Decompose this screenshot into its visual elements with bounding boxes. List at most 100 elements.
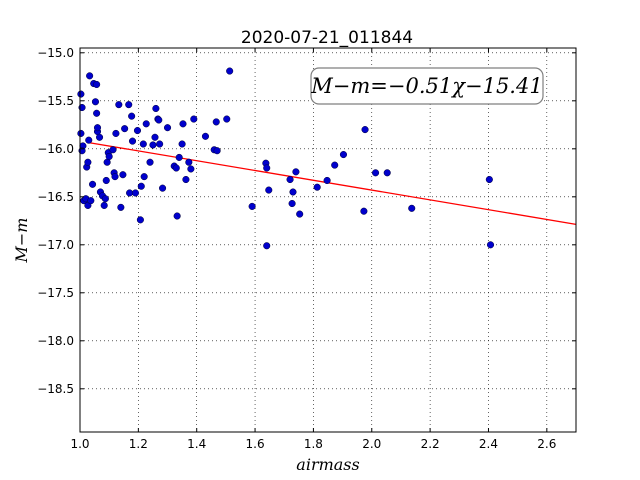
data-point [125, 101, 133, 109]
data-point [185, 158, 193, 166]
x-tick-label: 1.2 [129, 437, 148, 451]
data-point [190, 115, 198, 123]
x-axis-label: airmass [296, 455, 359, 474]
data-point [152, 104, 160, 113]
data-point [121, 125, 129, 133]
data-point [93, 80, 101, 89]
data-point [142, 120, 150, 128]
x-tick-label: 1.0 [70, 437, 89, 451]
y-tick-label: −18.0 [37, 334, 74, 348]
data-point [88, 180, 97, 188]
y-tick-label: −16.5 [37, 190, 74, 204]
data-point [187, 165, 195, 173]
data-point [105, 152, 113, 161]
data-point [163, 124, 172, 132]
data-point [296, 210, 304, 218]
fit-line-group [88, 141, 577, 225]
data-point [111, 173, 119, 181]
data-point [87, 197, 95, 205]
data-point [77, 90, 85, 98]
data-point [182, 175, 190, 184]
data-point [292, 168, 300, 176]
x-tick-label: 2.6 [537, 437, 556, 451]
data-point [151, 133, 159, 141]
annotation-frame [310, 67, 544, 105]
data-point [101, 195, 109, 203]
data-point [100, 201, 108, 209]
data-point [265, 186, 273, 194]
data-point [140, 173, 148, 181]
x-tick-label: 2.4 [479, 437, 498, 451]
data-point [172, 164, 180, 172]
plot-frame [79, 47, 577, 433]
data-point [313, 183, 321, 191]
y-tick-label: −15.0 [37, 46, 74, 60]
data-point [248, 202, 256, 210]
annotation-box: M−m=−0.51χ−15.41 [310, 67, 544, 105]
data-point [133, 127, 142, 135]
data-point [93, 109, 101, 117]
data-point [408, 204, 416, 212]
grid-lines [79, 48, 576, 432]
y-tick-label: −16.0 [37, 142, 74, 156]
data-point [289, 188, 297, 196]
data-point [286, 175, 294, 184]
data-point [86, 72, 94, 80]
data-point [486, 241, 495, 249]
data-point [95, 133, 104, 141]
data-point [339, 151, 348, 159]
data-point [155, 116, 163, 124]
data-point [331, 161, 339, 169]
data-point [84, 158, 92, 166]
x-tick-label: 1.4 [187, 437, 206, 451]
data-point [263, 164, 271, 172]
data-point [361, 126, 369, 134]
chart-title: 2020-07-21_011844 [241, 28, 413, 48]
x-tick-label: 2.0 [362, 437, 381, 451]
y-tick-label: −17.5 [37, 286, 74, 300]
data-point [178, 140, 186, 148]
data-point [156, 140, 164, 148]
data-point [119, 171, 127, 179]
y-tick-label: −18.5 [37, 382, 74, 396]
data-point [115, 101, 123, 109]
axis-ticks: 1.0 1.2 1.4 1.6 1.8 2.0 2.2 2.4 2.6 −15.0 −15.5 −16… [37, 46, 576, 451]
data-point [226, 67, 234, 75]
data-point [323, 176, 331, 185]
data-point [137, 182, 145, 190]
y-tick-label: −15.5 [37, 94, 74, 108]
data-point [139, 140, 147, 148]
data-point [212, 118, 220, 126]
x-tick-label: 1.8 [304, 437, 323, 451]
data-point [383, 169, 391, 177]
data-point [109, 146, 117, 154]
data-point [288, 199, 296, 208]
data-point [131, 189, 139, 197]
data-point [102, 176, 110, 185]
y-axis-label: M−m [12, 218, 31, 264]
data-point [223, 115, 231, 123]
data-point [263, 242, 271, 250]
y-tick-label: −17.0 [37, 238, 74, 252]
x-tick-label: 1.6 [246, 437, 265, 451]
data-point [77, 129, 85, 137]
data-point [117, 203, 125, 211]
data-point [485, 175, 493, 184]
data-points [77, 67, 495, 250]
data-point [136, 216, 144, 224]
data-point [91, 98, 100, 106]
annotation-equation: M−m=−0.51χ−15.41 [310, 74, 542, 98]
data-point [159, 184, 167, 192]
data-point [93, 124, 102, 132]
data-point [173, 212, 181, 220]
data-point [112, 129, 120, 137]
data-point [128, 112, 136, 120]
data-point [149, 141, 157, 149]
data-point [85, 136, 93, 144]
data-point [201, 132, 210, 140]
data-point [128, 137, 137, 145]
x-tick-label: 2.2 [421, 437, 440, 451]
data-point [146, 158, 154, 166]
fit-line [88, 141, 577, 225]
